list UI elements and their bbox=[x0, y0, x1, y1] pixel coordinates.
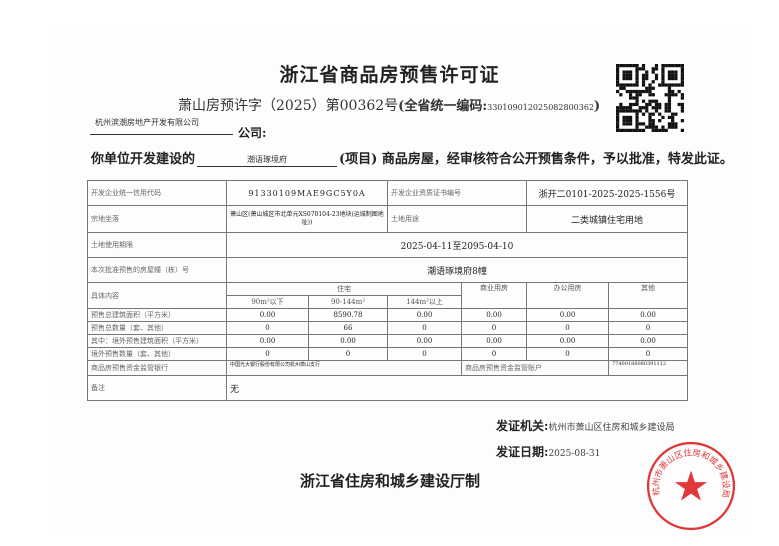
project-name: 潮语琢境府 bbox=[247, 155, 288, 164]
bank-label: 商品房预售资金监管银行 bbox=[87, 360, 227, 376]
building-label: 本次批准预售的房屋幢（栋）号 bbox=[87, 257, 227, 283]
date-label: 发证日期: bbox=[496, 445, 549, 459]
row-value: 0 bbox=[526, 347, 609, 361]
row-value: 0.00 bbox=[526, 334, 609, 348]
location-label: 宗地坐落 bbox=[87, 205, 227, 233]
row-value: 0 bbox=[608, 347, 688, 361]
row-value: 0.00 bbox=[387, 334, 462, 348]
row-value: 0.00 bbox=[461, 308, 527, 322]
subheader-under-90: 90m²以下 bbox=[226, 295, 309, 309]
sentence-prefix: 你单位开发建设的 bbox=[91, 152, 196, 167]
header-office: 办公用房 bbox=[526, 282, 609, 309]
table-row: 其中：境外预售建筑面积（平方米） 0.00 0.00 0.00 0.00 0.00 0.00 bbox=[87, 334, 688, 348]
row-value: 0.00 bbox=[608, 334, 688, 348]
row-label: 预售总数量（套、其他） bbox=[87, 321, 227, 335]
company-name: 杭州滨潮房地产开发有限公司 bbox=[95, 118, 199, 127]
permit-table: 开发企业统一信用代码 91330109MAE9GC5Y0A 开发企业资质证书编号… bbox=[87, 180, 688, 401]
row-label: 境外预售数量（套、其他） bbox=[87, 347, 227, 361]
qualification-label: 开发企业资质证书编号 bbox=[387, 180, 527, 206]
subheader-90-144: 90-144m² bbox=[308, 295, 388, 309]
row-value: 0 bbox=[461, 347, 527, 361]
row-value: 0 bbox=[387, 321, 462, 335]
row-value: 0.00 bbox=[226, 308, 309, 322]
account-label: 商品房预售资金监管账户 bbox=[461, 360, 609, 376]
row-value: 0 bbox=[308, 347, 388, 361]
table-row: 预售总建筑面积（平方米） 0.00 8590.78 0.00 0.00 0.00 0.00 bbox=[87, 308, 688, 322]
land-use: 二类城镇住宅用地 bbox=[526, 205, 688, 233]
company-underline bbox=[90, 134, 233, 135]
table-row: 境外预售数量（套、其他） 0 0 0 0 0 0 bbox=[87, 347, 688, 361]
issuer-label: 发证机关: bbox=[496, 419, 549, 433]
table-row: 预售总数量（套、其他） 0 66 0 0 0 0 bbox=[87, 321, 688, 335]
issuer-line: 发证机关:杭州市萧山区住房和城乡建设局 bbox=[496, 417, 674, 434]
location: 萧山区(萧山城区市北单元XS070104-23地块(运城制图地址)) bbox=[226, 205, 388, 233]
row-value: 8590.78 bbox=[308, 308, 388, 322]
row-value: 0.00 bbox=[526, 308, 609, 322]
row-value: 0 bbox=[226, 347, 309, 361]
sentence-suffix: (项目) 商品房屋，经审核符合公开预售条件，予以批准，特发此证。 bbox=[339, 152, 733, 167]
subheader-over-144: 144m²以上 bbox=[387, 295, 462, 309]
issuer: 杭州市萧山区住房和城乡建设局 bbox=[548, 423, 675, 433]
company-suffix: 公司: bbox=[238, 126, 267, 140]
account: 77400188080391112 bbox=[608, 360, 688, 376]
row-value: 0 bbox=[461, 321, 527, 335]
unified-code-label: (全省统一编码: bbox=[398, 99, 488, 114]
credit-code: 91330109MAE9GC5Y0A bbox=[226, 180, 388, 206]
official-seal-icon: 杭州市萧山区住房和城乡建设局 bbox=[646, 441, 736, 531]
land-term: 2025-04-11至2095-04-10 bbox=[226, 232, 688, 258]
qualification-number: 浙开二0101-2025-2025-1556号 bbox=[526, 180, 688, 206]
land-use-label: 土地用途 bbox=[387, 205, 527, 233]
row-value: 66 bbox=[308, 321, 388, 335]
row-value: 0 bbox=[526, 321, 609, 335]
issue-date: 2025-08-31 bbox=[548, 449, 601, 459]
row-label: 其中：境外预售建筑面积（平方米） bbox=[87, 334, 227, 348]
unified-code: 330109012025082800362 bbox=[487, 103, 595, 112]
row-value: 0.00 bbox=[308, 334, 388, 348]
building: 潮语琢境府8幢 bbox=[226, 257, 688, 283]
date-line: 发证日期:2025-08-31 bbox=[496, 443, 600, 460]
row-value: 0.00 bbox=[608, 308, 688, 322]
row-value: 0.00 bbox=[461, 334, 527, 348]
header-residential: 住宅 bbox=[226, 282, 462, 296]
row-value: 0.00 bbox=[226, 334, 309, 348]
row-value: 0 bbox=[387, 347, 462, 361]
qr-code-icon bbox=[616, 64, 684, 132]
credit-code-label: 开发企业统一信用代码 bbox=[87, 180, 227, 206]
project-slot: 潮语琢境府 bbox=[197, 151, 338, 167]
remarks: 无 bbox=[226, 375, 688, 401]
permit-number-line: 萧山房预许字（2025）第00362号(全省统一编码:3301090120250… bbox=[178, 95, 600, 115]
bank: 中国光大银行股份有限公司杭州萧山支行 bbox=[226, 360, 462, 376]
row-label: 预售总建筑面积（平方米） bbox=[87, 308, 227, 322]
row-value: 0.00 bbox=[387, 308, 462, 322]
content-label: 具体内容 bbox=[87, 282, 227, 309]
remarks-label: 备注 bbox=[87, 375, 227, 401]
header-other: 其他 bbox=[608, 282, 688, 309]
row-value: 0 bbox=[226, 321, 309, 335]
certificate-title: 浙江省商品房预售许可证 bbox=[279, 64, 500, 86]
row-value: 0 bbox=[608, 321, 688, 335]
land-term-label: 土地使用期限 bbox=[87, 232, 227, 258]
header-commercial: 商业用房 bbox=[461, 282, 527, 309]
unified-code-close: ) bbox=[594, 99, 601, 114]
approval-sentence: 你单位开发建设的 潮语琢境府 (项目) 商品房屋，经审核符合公开预售条件，予以批准，… bbox=[91, 148, 733, 167]
permit-number: 萧山房预许字（2025）第00362号 bbox=[178, 98, 399, 114]
footer-issuer: 浙江省住房和城乡建设厅制 bbox=[299, 472, 480, 490]
